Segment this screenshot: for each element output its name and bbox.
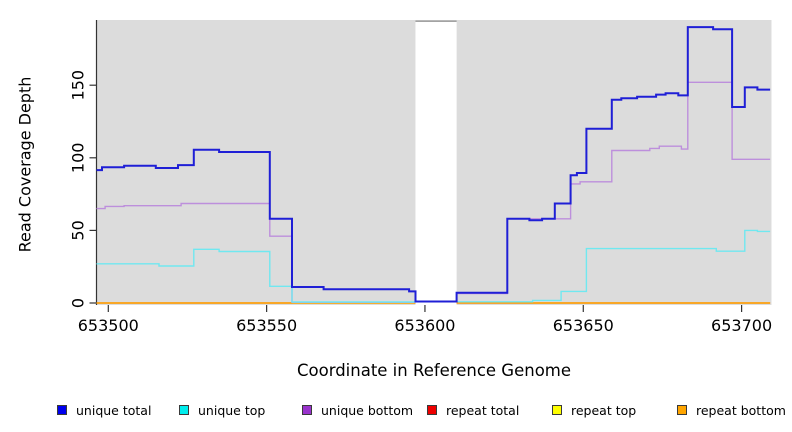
legend-label: repeat top: [571, 402, 637, 418]
legend-item-unique-bottom: unique bottom: [302, 401, 413, 419]
y-tick-label: 50: [69, 220, 88, 240]
legend: unique total unique top unique bottom re…: [0, 401, 792, 421]
x-tick-label: 653600: [394, 316, 455, 335]
legend-label: repeat bottom: [696, 402, 786, 418]
legend-label: unique top: [198, 402, 266, 418]
y-tick-label: 0: [69, 298, 88, 308]
legend-swatch-unique-top: [179, 405, 189, 415]
series-line-unique-total: [96, 26, 771, 303]
x-tick-label: 653700: [711, 316, 772, 335]
legend-swatch-repeat-top: [552, 405, 562, 415]
legend-label: repeat total: [446, 402, 520, 418]
y-tick-label: 150: [69, 70, 88, 101]
legend-label: unique total: [76, 402, 152, 418]
x-tick-label: 653650: [553, 316, 614, 335]
no-data-gap: [415, 22, 457, 305]
legend-item-repeat-bottom: repeat bottom: [677, 401, 786, 419]
legend-swatch-repeat-total: [427, 405, 437, 415]
y-axis-title: Read Coverage Depth: [15, 76, 35, 253]
legend-item-repeat-top: repeat top: [552, 401, 636, 419]
legend-item-unique-total: unique total: [57, 401, 151, 419]
series-line-unique-top: [456, 229, 771, 303]
y-tick-label: 100: [69, 143, 88, 174]
legend-item-repeat-total: repeat total: [427, 401, 519, 419]
legend-swatch-repeat-bottom: [677, 405, 687, 415]
legend-item-unique-top: unique top: [179, 401, 265, 419]
x-tick-label: 653550: [236, 316, 297, 335]
x-axis-title: Coordinate in Reference Genome: [296, 361, 572, 380]
legend-swatch-unique-bottom: [302, 405, 312, 415]
x-tick-label: 653500: [78, 316, 139, 335]
legend-swatch-unique-total: [57, 405, 67, 415]
legend-label: unique bottom: [321, 402, 414, 418]
series-line-unique-top: [96, 248, 416, 303]
